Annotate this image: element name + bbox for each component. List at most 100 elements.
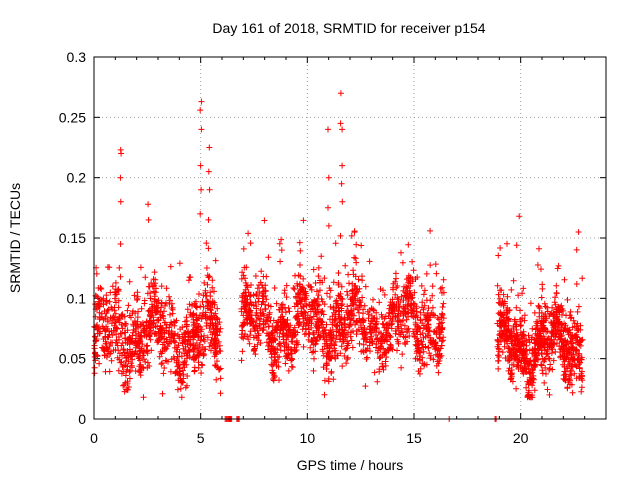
data-point [197,107,204,114]
data-point [568,332,575,339]
data-point [440,337,446,344]
data-point [532,330,539,337]
data-point [578,354,585,361]
data-point [325,375,332,382]
data-point [560,343,566,349]
data-point [439,310,445,317]
data-point [534,339,540,346]
data-point [276,333,283,340]
data-point [329,326,336,333]
data-point [174,331,181,338]
data-point [113,331,120,338]
data-point [329,319,336,326]
data-point [198,350,204,357]
data-point [101,352,108,359]
data-point [361,335,368,342]
data-point [437,285,444,292]
data-point [278,247,285,254]
data-point [247,240,254,247]
data-point [522,351,529,358]
data-point [528,336,535,343]
data-point [252,351,259,358]
data-point [252,299,259,306]
data-point [392,314,399,321]
data-point [567,308,574,315]
data-point [508,340,515,347]
data-point [327,303,334,310]
data-point [325,126,331,133]
data-point [427,297,434,304]
data-point [206,186,213,193]
data-point [293,300,300,306]
data-point [182,334,189,341]
data-point [204,281,211,288]
data-point [289,332,296,339]
data-point [250,291,257,298]
data-point [270,317,277,324]
data-point [277,347,284,354]
data-point [411,334,418,340]
y-tick-label: 0.25 [59,109,86,125]
data-point [339,126,346,133]
y-tick-label: 0 [78,411,86,427]
data-point [167,297,173,304]
data-point [111,295,118,302]
data-point [185,337,192,344]
data-point [578,388,585,395]
data-point [315,273,322,280]
data-point [335,280,342,286]
data-point [240,335,247,342]
data-point [359,294,366,301]
data-point [144,364,151,371]
data-point [541,335,548,342]
data-point [159,360,166,366]
data-point [542,364,549,371]
data-point [278,324,285,331]
data-point [102,340,109,347]
axis-ticks: 0 5 10 15 20 0 0.05 0.1 0.15 0.2 0.25 0.3 [59,49,607,446]
data-point [574,308,581,315]
data-point [414,338,421,345]
data-point [560,327,567,334]
data-point [424,325,431,332]
data-point [554,265,561,272]
data-point [390,286,397,293]
data-point [355,326,362,333]
data-point [254,285,261,292]
data-point [549,304,556,311]
data-point [94,305,101,312]
data-point [206,343,213,350]
data-point [91,370,98,377]
data-point [575,303,582,310]
data-point [356,297,363,304]
data-point [292,331,299,338]
data-point [173,357,180,364]
data-point [169,321,175,328]
data-point [240,245,247,252]
data-point [548,350,555,356]
data-point [190,333,197,340]
data-point [574,327,581,334]
data-point [381,291,388,298]
data-point [205,245,212,252]
data-point [380,366,387,373]
data-point [438,342,445,349]
data-point [331,354,338,360]
data-point [541,356,548,363]
data-point [211,299,218,306]
data-point [521,312,528,319]
data-point [141,356,147,363]
data-point [424,310,431,316]
data-point [278,309,285,316]
data-point [284,355,291,362]
data-point [202,346,209,353]
data-point [102,333,109,340]
data-point [103,300,110,307]
data-point [238,275,245,282]
data-point [353,241,360,248]
data-point [214,315,221,322]
data-point [248,282,254,288]
data-point [560,356,567,363]
data-point [495,291,502,298]
data-point [510,346,517,353]
